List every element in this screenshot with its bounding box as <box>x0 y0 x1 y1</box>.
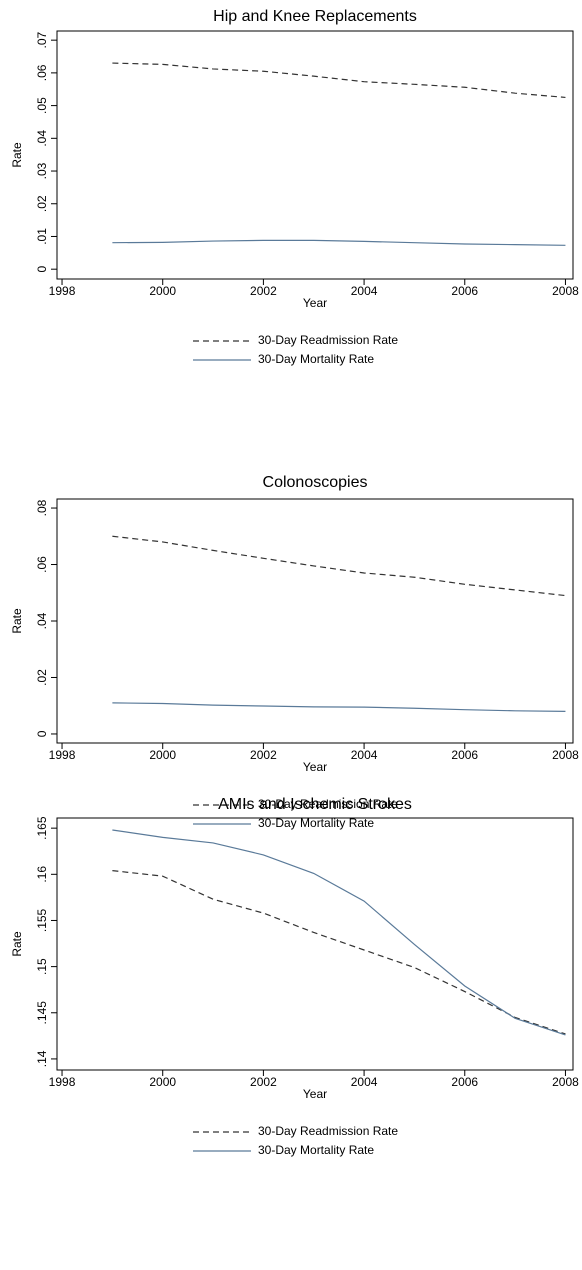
y-tick-label: .16 <box>35 866 49 883</box>
legend-label: 30-Day Readmission Rate <box>258 1124 398 1138</box>
y-tick-label: .02 <box>35 669 49 686</box>
x-tick-label: 1998 <box>49 1075 76 1089</box>
plot-frame <box>56 817 574 1071</box>
y-tick-label: .165 <box>35 816 49 840</box>
data-line <box>112 535 566 597</box>
y-axis-label: Rate <box>10 608 24 634</box>
x-axis-label: Year <box>303 760 327 774</box>
legend-label: 30-Day Readmission Rate <box>258 797 398 811</box>
y-tick-label: .01 <box>35 228 49 245</box>
x-tick-label: 2000 <box>149 284 176 298</box>
data-line <box>112 870 566 1035</box>
y-tick-label: .04 <box>35 130 49 147</box>
y-tick-label: .155 <box>35 908 49 932</box>
y-tick-label: .02 <box>35 195 49 212</box>
legend-label: 30-Day Readmission Rate <box>258 333 398 347</box>
y-tick-label: 0 <box>35 730 49 737</box>
y-tick-label: 0 <box>35 266 49 273</box>
data-line <box>112 702 566 712</box>
y-tick-label: .03 <box>35 162 49 179</box>
x-tick-label: 2008 <box>552 284 579 298</box>
x-tick-label: 2006 <box>451 284 478 298</box>
x-tick-label: 1998 <box>49 748 76 762</box>
y-axis-label: Rate <box>10 142 24 168</box>
x-tick-label: 2004 <box>351 748 378 762</box>
x-tick-label: 2006 <box>451 748 478 762</box>
y-axis-label: Rate <box>10 931 24 957</box>
y-tick-label: .05 <box>35 97 49 114</box>
data-line <box>112 829 566 1036</box>
x-axis-label: Year <box>303 1087 327 1101</box>
legend-label: 30-Day Mortality Rate <box>258 1143 374 1157</box>
y-tick-label: .14 <box>35 1050 49 1067</box>
legend-label: 30-Day Mortality Rate <box>258 816 374 830</box>
x-tick-label: 2002 <box>250 284 277 298</box>
x-tick-label: 2004 <box>351 1075 378 1089</box>
chart-title: Colonoscopies <box>263 474 368 491</box>
x-tick-label: 1998 <box>49 284 76 298</box>
chart-title: Hip and Knee Replacements <box>213 8 417 25</box>
legend-label: 30-Day Mortality Rate <box>258 352 374 366</box>
data-line <box>112 62 566 99</box>
x-tick-label: 2004 <box>351 284 378 298</box>
x-tick-label: 2008 <box>552 748 579 762</box>
y-tick-label: .06 <box>35 64 49 81</box>
data-line <box>112 239 566 246</box>
plot-frame <box>56 30 574 280</box>
x-tick-label: 2006 <box>451 1075 478 1089</box>
x-tick-label: 2000 <box>149 748 176 762</box>
x-axis-label: Year <box>303 296 327 310</box>
y-tick-label: .04 <box>35 612 49 629</box>
x-tick-label: 2002 <box>250 1075 277 1089</box>
chart-title: AMIs and Ischemic Strokes <box>218 796 412 813</box>
x-tick-label: 2008 <box>552 1075 579 1089</box>
y-tick-label: .07 <box>35 31 49 48</box>
y-tick-label: .145 <box>35 1001 49 1025</box>
y-tick-label: .15 <box>35 958 49 975</box>
y-tick-label: .08 <box>35 499 49 516</box>
x-tick-label: 2000 <box>149 1075 176 1089</box>
x-tick-label: 2002 <box>250 748 277 762</box>
y-tick-label: .06 <box>35 556 49 573</box>
